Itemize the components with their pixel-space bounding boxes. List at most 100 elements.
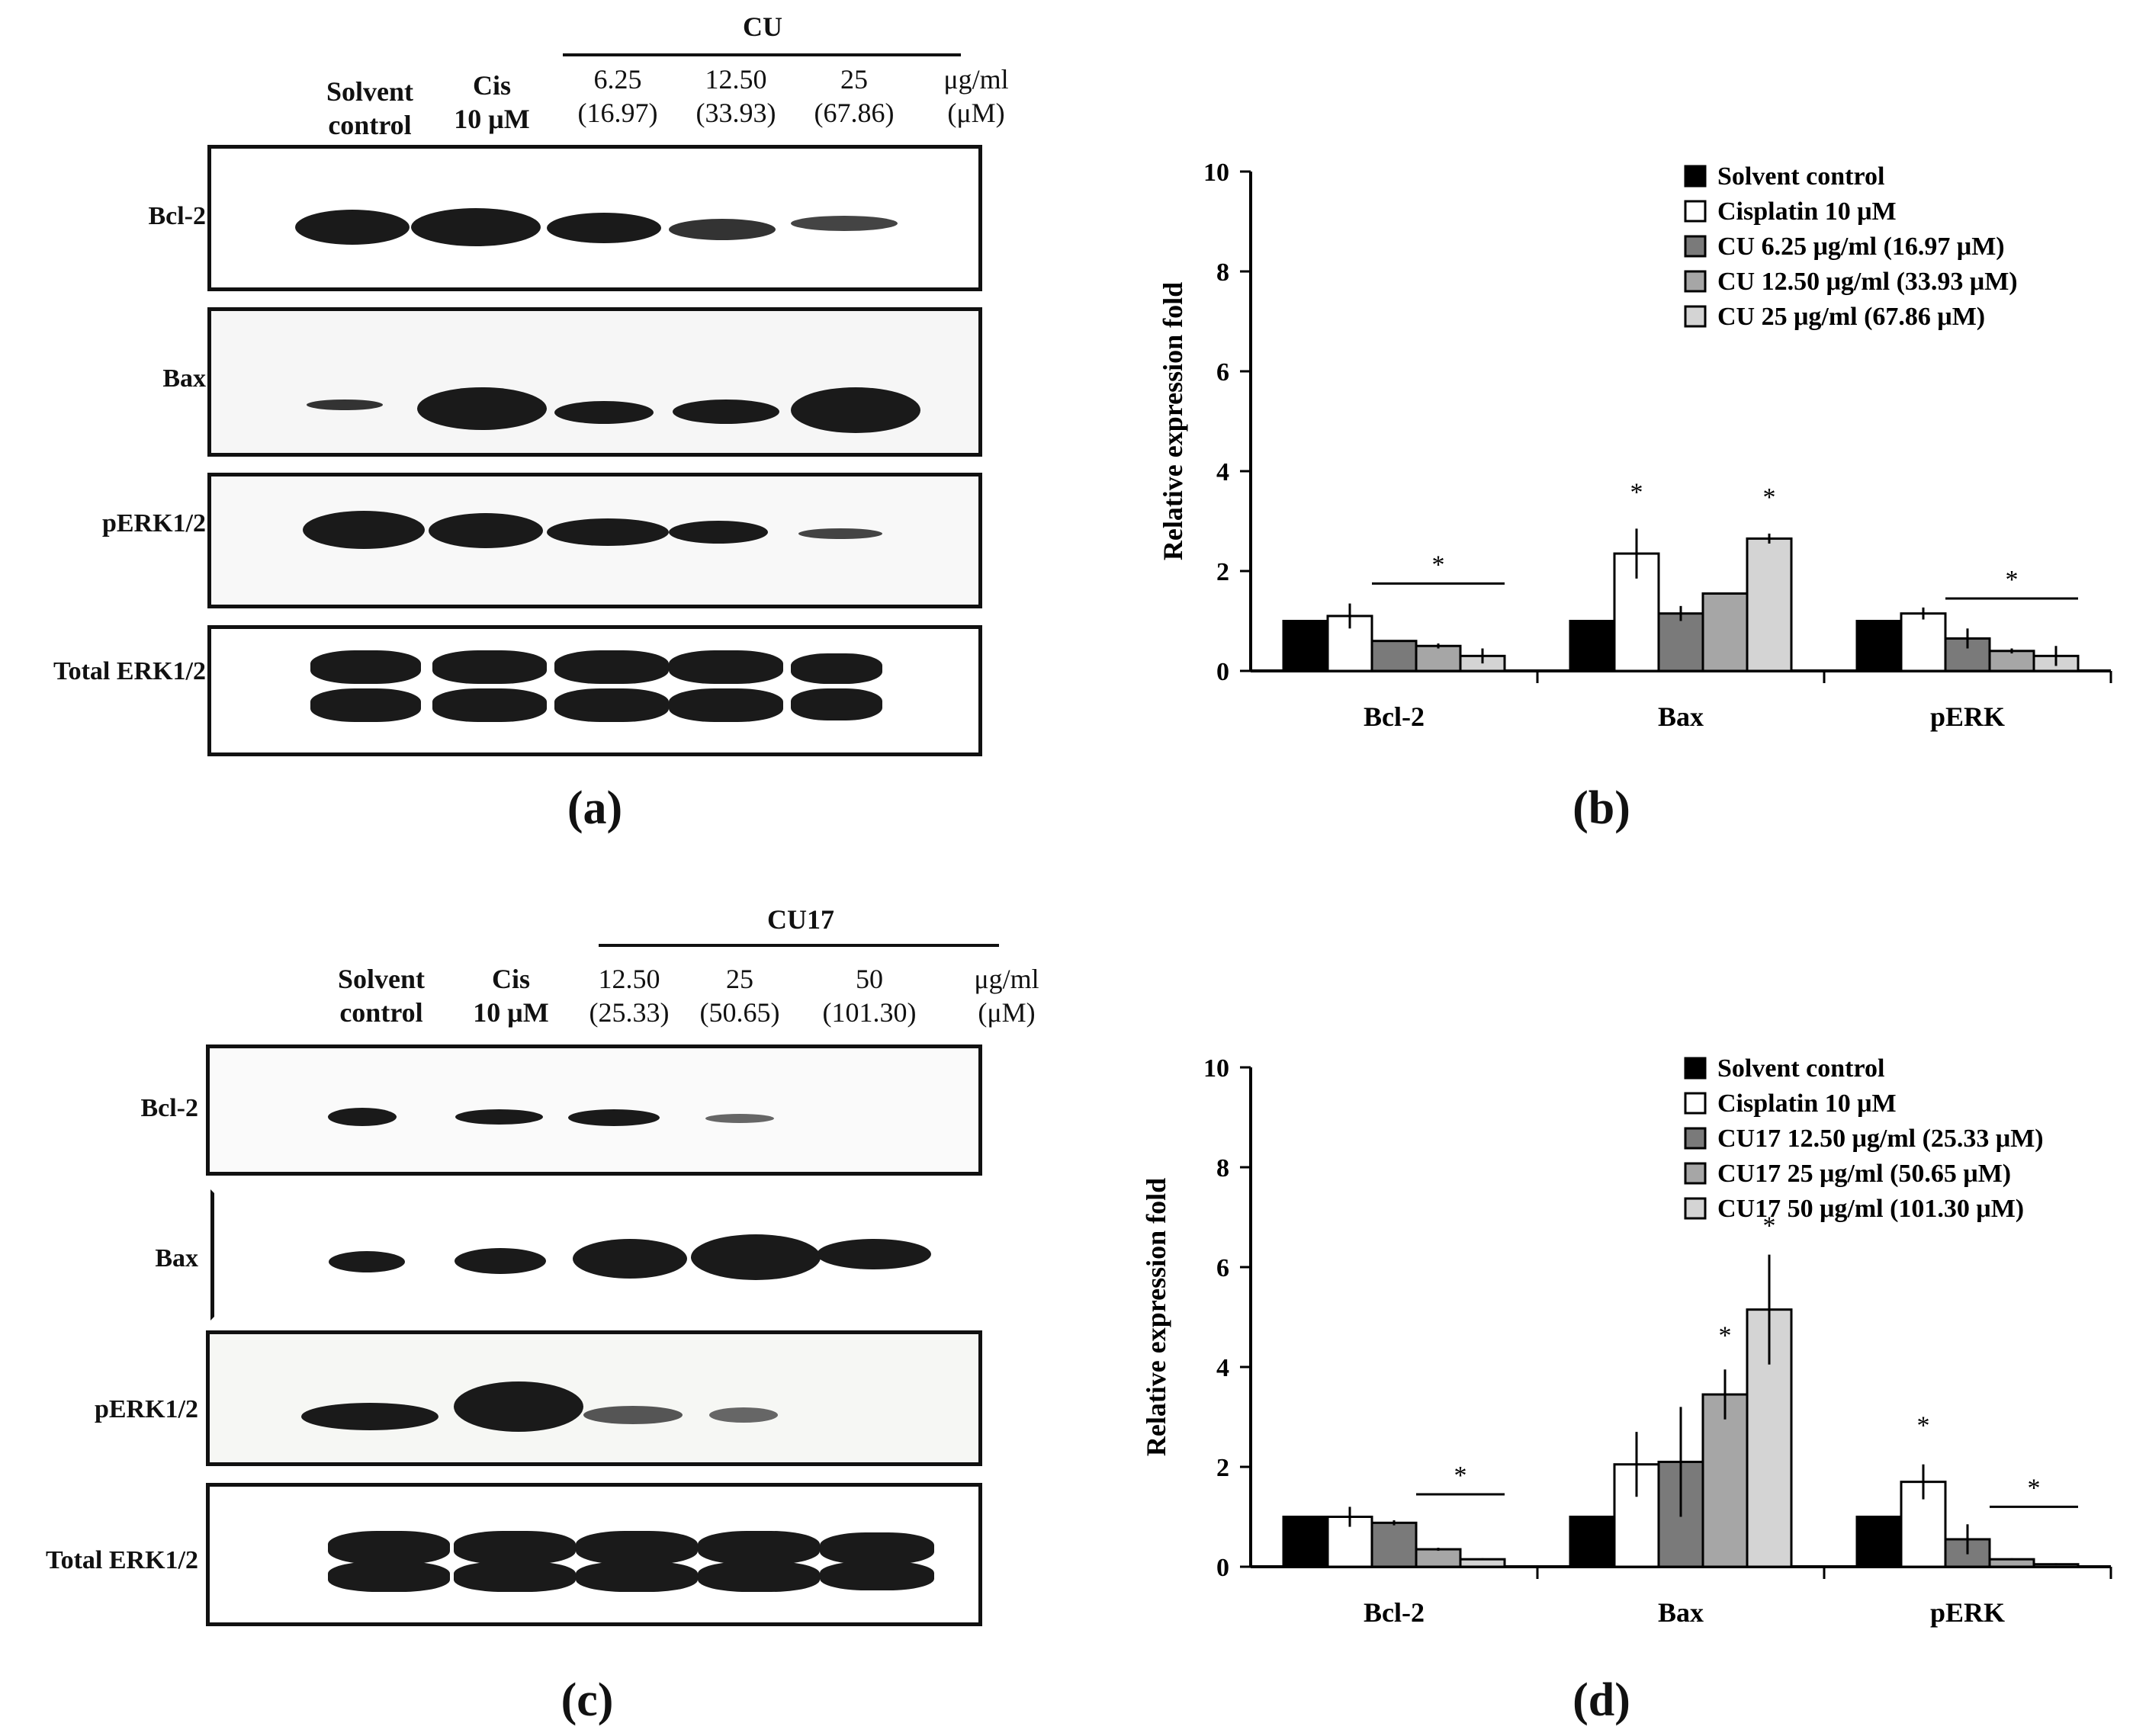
lane-header: 25 (67.86) — [814, 64, 895, 128]
legend-entry: CU17 12.50 μg/ml (25.33 μM) — [1717, 1125, 2044, 1153]
blot-strip-bax — [210, 1189, 982, 1320]
chart-d: 0 2 4 6 8 10 Relative expression fold Bcl-2 Bax p… — [1141, 1054, 2112, 1628]
bar — [1701, 592, 1749, 672]
significance-star: * — [2028, 1474, 2041, 1502]
y-tick-label: 0 — [1216, 1554, 1229, 1582]
bar — [1459, 1558, 1506, 1568]
y-tick-label: 4 — [1216, 1354, 1229, 1382]
significance-star: * — [1630, 478, 1643, 506]
bar — [1855, 1516, 1903, 1568]
row-label: Bcl-2 — [148, 202, 206, 230]
significance-star: * — [1432, 550, 1445, 579]
blot-strip-total-erk — [207, 625, 982, 756]
y-tick-label: 8 — [1216, 1154, 1229, 1182]
bar — [1855, 620, 1903, 672]
row-label: pERK1/2 — [94, 1395, 198, 1423]
row-label: Bcl-2 — [140, 1094, 198, 1122]
significance-star: * — [1763, 1212, 1776, 1240]
row-label: Bax — [162, 364, 206, 393]
lane-header: 6.25 (16.97) — [577, 64, 658, 128]
legend-entry: Cisplatin 10 μM — [1717, 1089, 1897, 1118]
blot-strip-bcl2 — [206, 1044, 982, 1176]
legend-entry: CU 6.25 μg/ml (16.97 μM) — [1717, 233, 2005, 261]
significance-star: * — [1763, 483, 1776, 512]
significance-star: * — [1917, 1412, 1930, 1440]
y-tick-label: 6 — [1216, 1254, 1229, 1282]
bar — [1370, 640, 1418, 672]
row-label: Total ERK1/2 — [53, 657, 206, 685]
bar — [1900, 612, 1947, 672]
legend-swatch — [1684, 270, 1707, 293]
legend-entry: Cisplatin 10 μM — [1717, 197, 1897, 226]
bar — [1988, 650, 2035, 672]
lane-header: 25 (50.65) — [699, 964, 780, 1028]
y-tick-label: 2 — [1216, 558, 1229, 586]
x-tick-label: Bax — [1658, 1597, 1704, 1628]
bar — [1701, 1393, 1749, 1568]
row-label: Total ERK1/2 — [46, 1546, 198, 1574]
bar — [1746, 1308, 1793, 1568]
blot-strip-total-erk — [206, 1483, 982, 1626]
lane-header: Solvent control — [326, 76, 413, 140]
legend-swatch — [1684, 1162, 1707, 1185]
legend-entry: Solvent control — [1717, 1054, 1884, 1083]
significance-star: * — [1719, 1322, 1732, 1350]
legend-swatch — [1684, 235, 1707, 258]
y-tick-label: 10 — [1203, 159, 1229, 187]
y-tick-label: 8 — [1216, 258, 1229, 287]
x-tick-label: pERK — [1930, 701, 2005, 732]
blot-strip-bcl2 — [207, 145, 982, 291]
bar — [1746, 537, 1793, 672]
legend-swatch — [1684, 200, 1707, 223]
lane-header: 12.50 (33.93) — [695, 64, 776, 128]
x-tick-label: Bcl-2 — [1364, 701, 1425, 732]
legend-swatch — [1684, 1092, 1707, 1115]
legend-entry: Solvent control — [1717, 162, 1884, 191]
legend-swatch — [1684, 165, 1707, 188]
lane-header: μg/ml (μM) — [943, 64, 1009, 128]
y-axis-label: Relative expression fold — [1158, 282, 1188, 560]
panel-label-c: (c) — [561, 1674, 614, 1726]
chart-b: 0 2 4 6 8 10 Relative expression fold Bcl-2 Bax p… — [1158, 159, 2112, 732]
significance-star: * — [1454, 1462, 1467, 1490]
legend-entry: CU 25 μg/ml (67.86 μM) — [1717, 303, 1985, 331]
y-axis-label: Relative expression fold — [1141, 1178, 1171, 1456]
legend-swatch — [1684, 305, 1707, 328]
y-tick-label: 2 — [1216, 1454, 1229, 1482]
significance-star: * — [2006, 566, 2019, 594]
panel-label-b: (b) — [1572, 782, 1630, 834]
row-label: pERK1/2 — [101, 509, 206, 537]
y-tick-label: 6 — [1216, 358, 1229, 387]
bar — [1282, 1516, 1329, 1568]
bar — [1370, 1521, 1418, 1568]
row-label: Bax — [155, 1244, 198, 1272]
legend-entry: CU17 50 μg/ml (101.30 μM) — [1717, 1195, 2024, 1223]
y-tick-label: 4 — [1216, 458, 1229, 486]
group-label: CU17 — [767, 904, 834, 935]
legend-entry: CU 12.50 μg/ml (33.93 μM) — [1717, 268, 2018, 296]
group-line — [563, 53, 961, 56]
y-tick-label: 10 — [1203, 1054, 1229, 1083]
lane-header: Cis 10 μM — [454, 70, 530, 134]
bar — [1988, 1558, 2035, 1568]
blot-strip-bax — [207, 307, 982, 457]
x-tick-label: pERK — [1930, 1597, 2005, 1628]
legend-swatch — [1684, 1057, 1707, 1080]
blot-strip-perk — [207, 473, 982, 608]
bar — [1415, 1548, 1462, 1568]
group-label: CU — [743, 11, 782, 42]
x-tick-label: Bcl-2 — [1364, 1597, 1425, 1628]
bar — [1569, 1516, 1616, 1568]
bar — [1657, 612, 1704, 672]
bar — [1415, 644, 1462, 672]
lane-header: 50 (101.30) — [822, 964, 917, 1028]
panel-label-a: (a) — [567, 782, 623, 834]
group-line — [599, 944, 999, 947]
bar — [1569, 620, 1616, 672]
lane-header: μg/ml (μM) — [974, 964, 1039, 1028]
panel-label-d: (d) — [1572, 1674, 1630, 1726]
legend-swatch — [1684, 1197, 1707, 1220]
bar — [1282, 620, 1329, 672]
y-tick-label: 0 — [1216, 658, 1229, 686]
legend-swatch — [1684, 1127, 1707, 1150]
